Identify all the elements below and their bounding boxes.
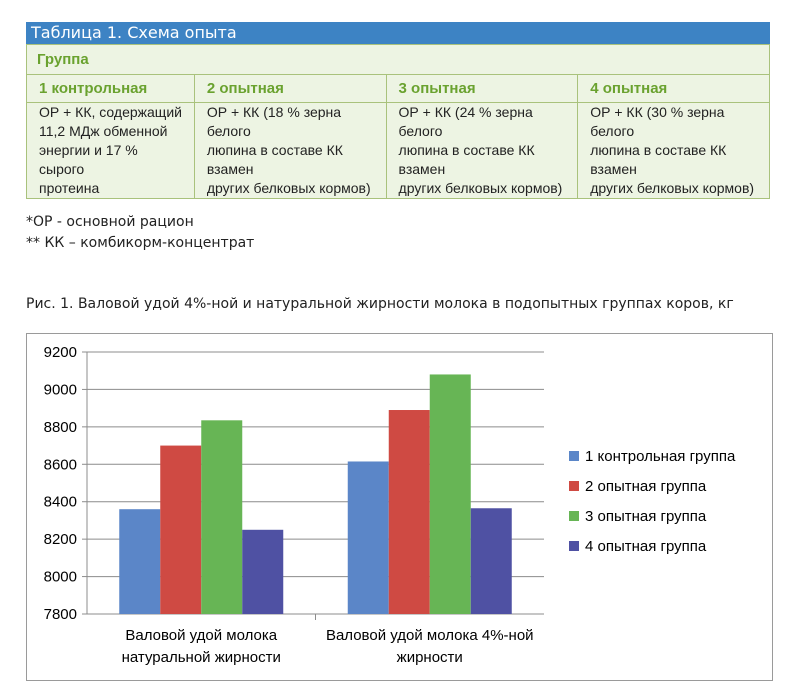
y-tick-label: 9000: [44, 381, 77, 398]
description-group-2: ОР + КК (18 % зерна белого люпина в сост…: [193, 102, 387, 199]
description-line: ОР + КК, содержащий: [39, 104, 182, 120]
y-tick-label: 8200: [44, 531, 77, 548]
bar-chart: 7800 8000 8200 8400 8600 8800 9000 9200 Валовой …: [44, 344, 736, 666]
group-header: Группа: [26, 44, 770, 75]
column-header-group-4: 4 опытная: [577, 74, 770, 103]
column-header-group-1: 1 контрольная: [26, 74, 195, 103]
legend-label-4: 4 опытная группа: [585, 538, 707, 555]
description-line: других белковых кормов): [398, 180, 563, 196]
description-line: ОР + КК (24 % зерна белого: [398, 104, 533, 139]
bar-2-1: [160, 445, 202, 614]
description-line: других белковых кормов): [590, 180, 755, 196]
legend-label-3: 3 опытная группа: [585, 508, 707, 525]
bar-2-2: [388, 410, 430, 614]
description-line: люпина в составе КК взамен: [206, 142, 343, 177]
legend-label-1: 1 контрольная группа: [585, 448, 736, 465]
x-category-label: Валовой удой молока: [125, 627, 277, 644]
x-category-label: жирности: [397, 649, 463, 666]
x-category-label: натуральной жирности: [122, 649, 281, 666]
experiment-scheme-table: Группа 1 контрольная 2 опытная 3 опытная…: [26, 44, 770, 199]
footnote-kk: ** КК – комбикорм-концентрат: [26, 235, 255, 251]
description-line: ОР + КК (18 % зерна белого: [206, 104, 342, 139]
bar-1-2: [347, 461, 389, 614]
legend-swatch-1: [569, 451, 579, 461]
bar-4-1: [242, 529, 284, 614]
legend-swatch-2: [569, 481, 579, 491]
footnote-or: *ОР - основной рацион: [26, 214, 194, 230]
description-line: 11,2 МДж обменной: [39, 123, 168, 139]
description-line: ОР + КК (30 % зерна белого: [590, 104, 725, 139]
bar-3-1: [201, 420, 243, 614]
column-header-group-2: 2 опытная: [193, 74, 387, 103]
table-footnotes: *ОР - основной рацион ** КК – комбикорм-…: [26, 212, 254, 254]
table-title: Таблица 1. Схема опыта: [26, 22, 770, 44]
bar-4-2: [470, 508, 512, 614]
description-line: протеина: [39, 180, 100, 196]
description-line: люпина в составе КК взамен: [398, 142, 535, 177]
legend-swatch-3: [569, 511, 579, 521]
description-group-1: ОР + КК, содержащий 11,2 МДж обменной эн…: [26, 102, 195, 199]
y-tick-label: 8800: [44, 419, 77, 436]
y-tick-label: 8400: [44, 494, 77, 511]
legend-swatch-4: [569, 541, 579, 551]
legend-label-2: 2 опытная группа: [585, 478, 707, 495]
description-line: других белковых кормов): [206, 180, 371, 196]
bar-3-2: [429, 374, 471, 614]
figure-caption: Рис. 1. Валовой удой 4%-ной и натурально…: [26, 296, 734, 312]
chart-frame: 7800 8000 8200 8400 8600 8800 9000 9200 Валовой …: [26, 333, 773, 681]
y-tick-label: 8000: [44, 569, 77, 586]
y-tick-label: 9200: [44, 344, 77, 361]
description-line: люпина в составе КК взамен: [590, 142, 727, 177]
y-tick-label: 7800: [44, 606, 77, 623]
description-group-3: ОР + КК (24 % зерна белого люпина в сост…: [385, 102, 579, 199]
y-tick-label: 8600: [44, 456, 77, 473]
description-group-4: ОР + КК (30 % зерна белого люпина в сост…: [577, 102, 770, 199]
column-header-group-3: 3 опытная: [385, 74, 579, 103]
x-category-label: Валовой удой молока 4%-ной: [326, 627, 534, 644]
bar-1-1: [119, 509, 161, 614]
description-line: энергии и 17 % сырого: [39, 142, 138, 177]
